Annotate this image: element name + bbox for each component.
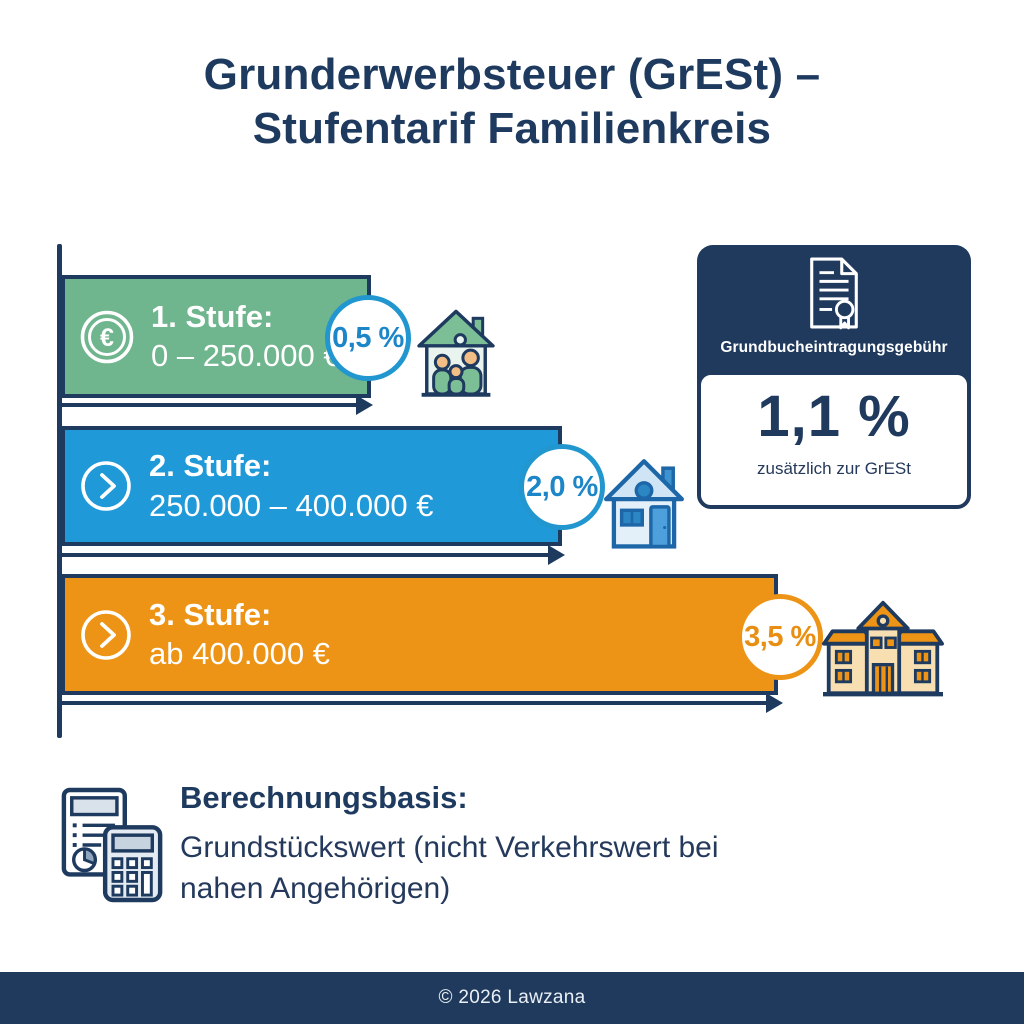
tier2-label: 2. Stufe: xyxy=(149,448,272,484)
tier1-label: 1. Stufe: xyxy=(151,298,274,334)
tier1-rate: 0,5 % xyxy=(332,321,404,354)
tier3-range: ab 400.000 € xyxy=(149,636,331,672)
family-house-icon xyxy=(417,309,495,397)
page-title-line1: Grunderwerbsteuer (GrESt) – xyxy=(203,50,821,99)
house-icon xyxy=(604,459,684,549)
tier1-bar: € 1. Stufe: 0 – 250.000 € xyxy=(61,275,371,398)
tier3-rate: 3,5 % xyxy=(744,620,816,653)
footer-copyright: © 2026 Lawzana xyxy=(438,987,586,1008)
tier3-bar: 3. Stufe: ab 400.000 € xyxy=(61,574,778,695)
tier2-range: 250.000 – 400.000 € xyxy=(149,487,434,523)
card-icon-wrap xyxy=(697,245,971,335)
tier3-rate-badge: 3,5 % xyxy=(737,594,823,680)
tier1-text: 1. Stufe: 0 – 250.000 € xyxy=(151,299,341,375)
tier2-bar: 2. Stufe: 250.000 – 400.000 € xyxy=(61,426,562,546)
tier3-range-arrow xyxy=(58,693,783,713)
card-rate-note: zusätzlich zur GrESt xyxy=(757,459,911,478)
tier2-range-arrow xyxy=(58,545,565,565)
tier1-rate-badge: 0,5 % xyxy=(325,295,411,381)
tier3-text: 3. Stufe: ab 400.000 € xyxy=(149,597,330,673)
tier2-rate-badge: 2,0 % xyxy=(519,444,605,530)
certificate-document-icon xyxy=(810,257,858,330)
footer-bar: © 2026 Lawzana xyxy=(0,972,1024,1024)
chart-vertical-axis xyxy=(57,244,62,738)
tier2-rate: 2,0 % xyxy=(526,470,598,503)
calculator-document-icon xyxy=(61,787,163,903)
svg-text:€: € xyxy=(100,324,114,352)
apartment-building-icon xyxy=(822,600,944,697)
tier2-text: 2. Stufe: 250.000 – 400.000 € xyxy=(149,448,433,524)
card-title: Grundbucheintragungsgebühr xyxy=(720,339,948,356)
registration-fee-card: Grundbucheintragungsgebühr 1,1 % zusätzl… xyxy=(697,245,971,509)
chevron-circle-icon xyxy=(81,461,131,511)
page-title-line2: Stufentarif Familienkreis xyxy=(252,103,772,153)
card-rate-panel: 1,1 % zusätzlich zur GrESt xyxy=(697,371,971,509)
basis-body: Grundstückswert (nicht Verkehrswert bei … xyxy=(180,831,719,905)
tier1-range-arrow xyxy=(58,395,373,415)
basis-text-block: Berechnungsbasis: Grundstückswert (nicht… xyxy=(180,780,800,909)
card-rate-value: 1,1 % xyxy=(757,384,911,449)
chevron-circle-icon xyxy=(81,609,131,660)
basis-heading: Berechnungsbasis: xyxy=(180,780,468,815)
tier3-label: 3. Stufe: xyxy=(149,596,272,632)
tier1-range: 0 – 250.000 € xyxy=(151,338,341,374)
page-title: Grunderwerbsteuer (GrESt) – Stufentarif … xyxy=(0,48,1024,155)
euro-coin-icon: € xyxy=(80,310,134,363)
